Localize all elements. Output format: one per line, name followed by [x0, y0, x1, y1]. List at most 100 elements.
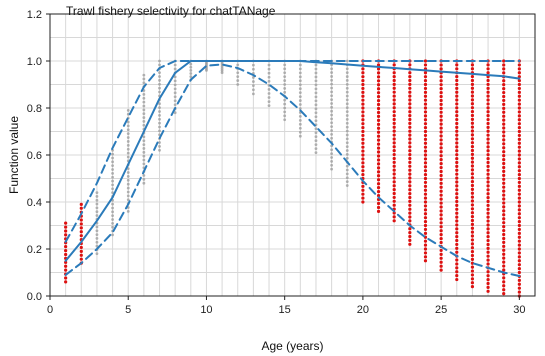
- observed-point: [502, 193, 506, 197]
- observed-point: [517, 145, 521, 149]
- observed-point: [251, 84, 255, 88]
- observed-range-age-13: [251, 59, 255, 96]
- observed-point: [470, 106, 475, 110]
- observed-point: [470, 253, 475, 258]
- observed-point: [455, 172, 459, 176]
- observed-point: [376, 98, 381, 103]
- observed-point: [392, 191, 396, 196]
- observed-point: [486, 145, 490, 149]
- observed-point: [330, 132, 334, 136]
- observed-point: [298, 134, 302, 138]
- observed-point: [486, 238, 490, 243]
- observed-point: [283, 106, 287, 110]
- observed-point: [470, 67, 475, 71]
- observed-point: [502, 157, 506, 162]
- observed-point: [298, 67, 302, 71]
- observed-point: [376, 102, 381, 107]
- observed-point: [79, 206, 83, 210]
- observed-point: [142, 120, 146, 123]
- observed-point: [314, 139, 318, 143]
- observed-point: [439, 256, 443, 260]
- observed-point: [408, 106, 412, 110]
- observed-point: [408, 102, 412, 106]
- observed-point: [470, 230, 475, 234]
- observed-point: [517, 223, 521, 228]
- observed-point: [345, 79, 349, 82]
- observed-point: [423, 227, 428, 232]
- observed-point: [126, 190, 130, 194]
- observed-point: [345, 110, 349, 113]
- observed-point: [392, 184, 396, 188]
- y-tick-label: 0.6: [27, 150, 42, 162]
- observed-point: [423, 208, 428, 212]
- observed-point: [64, 276, 68, 280]
- observed-point: [376, 95, 381, 99]
- observed-point: [392, 117, 396, 122]
- observed-point: [502, 189, 506, 193]
- observed-point: [517, 286, 521, 290]
- observed-point: [502, 114, 506, 118]
- observed-point: [345, 114, 349, 117]
- observed-point: [345, 82, 349, 86]
- observed-point: [455, 149, 459, 153]
- observed-point: [376, 79, 381, 83]
- observed-point: [236, 83, 240, 86]
- observed-point: [502, 197, 506, 201]
- observed-point: [142, 135, 146, 139]
- observed-point: [486, 164, 490, 168]
- observed-point: [455, 67, 459, 71]
- observed-point: [439, 110, 443, 114]
- observed-point: [455, 176, 459, 180]
- y-axis-label: Function value: [7, 116, 21, 194]
- observed-point: [455, 211, 459, 215]
- observed-point: [173, 95, 177, 99]
- observed-point: [486, 196, 490, 200]
- observed-point: [361, 153, 365, 157]
- observed-point: [439, 142, 443, 146]
- observed-point: [439, 260, 443, 264]
- observed-point: [314, 151, 318, 155]
- observed-point: [392, 125, 396, 129]
- observed-point: [408, 75, 412, 79]
- observed-point: [486, 90, 490, 94]
- observed-point: [486, 94, 490, 98]
- observed-point: [111, 179, 114, 183]
- observed-point: [220, 67, 224, 71]
- observed-point: [408, 160, 412, 164]
- observed-point: [455, 199, 459, 204]
- observed-point: [79, 249, 83, 253]
- observed-point: [392, 219, 396, 223]
- observed-point: [298, 126, 302, 130]
- y-tick-label: 0.0: [27, 291, 42, 303]
- observed-point: [314, 71, 318, 75]
- observed-point: [142, 150, 146, 154]
- observed-point: [439, 94, 443, 99]
- observed-point: [345, 149, 349, 152]
- observed-point: [408, 129, 412, 133]
- observed-point: [502, 146, 506, 150]
- observed-point: [111, 183, 114, 187]
- observed-point: [455, 75, 459, 79]
- observed-point: [439, 67, 443, 71]
- observed-point: [111, 175, 114, 179]
- observed-point: [486, 277, 490, 282]
- observed-point: [423, 137, 428, 141]
- observed-point: [376, 118, 381, 122]
- observed-point: [361, 169, 365, 173]
- observed-point: [455, 137, 459, 141]
- observed-point: [517, 251, 521, 255]
- observed-point: [486, 184, 490, 188]
- observed-point: [314, 79, 318, 83]
- observed-point: [408, 121, 412, 125]
- observed-point: [314, 103, 318, 107]
- observed-point: [361, 196, 365, 200]
- observed-point: [376, 67, 381, 71]
- observed-point: [251, 76, 255, 79]
- observed-point: [330, 98, 334, 102]
- observed-point: [64, 252, 68, 257]
- observed-point: [64, 264, 68, 268]
- observed-point: [345, 98, 349, 102]
- observed-point: [502, 205, 506, 209]
- observed-point: [470, 269, 475, 273]
- observed-point: [455, 242, 459, 247]
